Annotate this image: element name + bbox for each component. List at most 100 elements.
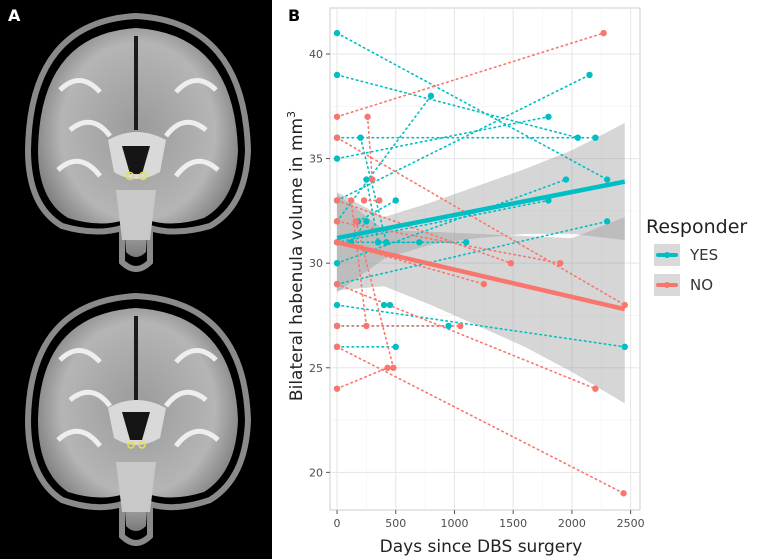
x-tick-label: 1000	[440, 517, 468, 530]
y-tick-label: 30	[309, 257, 323, 270]
subject-line-yes	[336, 74, 591, 202]
data-point-no	[360, 197, 368, 204]
data-point-yes	[545, 113, 552, 120]
y-tick-label: 20	[309, 466, 323, 479]
x-axis-label: Days since DBS surgery	[380, 537, 583, 557]
data-point-no	[369, 176, 376, 183]
grid-lines	[330, 8, 640, 510]
data-point-no	[556, 259, 564, 267]
data-point-no	[333, 322, 341, 330]
data-point-no	[376, 197, 383, 204]
data-point-yes	[574, 134, 581, 141]
subject-line-yes	[359, 136, 388, 244]
subject-line-no	[336, 32, 605, 118]
data-point-yes	[621, 343, 628, 351]
data-point-no	[333, 218, 341, 225]
mri-panel	[0, 0, 272, 559]
x-tick-label: 500	[385, 517, 406, 530]
subject-line-yes	[350, 220, 368, 244]
x-axis-ticks: 0 500 1000 1500 2000 2500	[334, 510, 645, 530]
y-axis-ticks: 20 25 30 35 40	[309, 48, 330, 479]
x-tick-label: 0	[334, 517, 341, 530]
x-tick-label: 2500	[617, 517, 645, 530]
confidence-ribbon-no	[337, 194, 625, 404]
data-point-yes	[380, 301, 388, 309]
y-tick-label: 35	[309, 153, 323, 166]
subject-line-yes	[336, 32, 608, 181]
legend-entry-yes: YES	[646, 242, 747, 268]
data-point-no	[333, 280, 341, 288]
data-point-yes	[392, 343, 399, 351]
data-point-yes	[603, 218, 611, 225]
data-point-no	[384, 364, 391, 371]
data-point-yes	[333, 301, 341, 309]
data-point-no	[507, 259, 515, 267]
y-axis-label: Bilateral habenula volume in mm3	[285, 111, 307, 401]
data-point-no	[363, 322, 370, 330]
coronal-slice-top	[24, 12, 252, 272]
y-axis-label-main: Bilateral habenula volume in mm	[287, 118, 307, 401]
subject-line-yes	[365, 178, 379, 244]
y-tick-label: 40	[309, 48, 323, 61]
subject-line-no	[336, 366, 389, 390]
legend-entry-no: NO	[646, 272, 747, 298]
data-point-yes	[357, 134, 364, 141]
data-point-no	[620, 490, 627, 497]
legend-key-yes	[654, 244, 680, 266]
data-point-no	[333, 385, 341, 392]
data-point-no	[592, 385, 599, 392]
fit-line-no	[336, 240, 626, 312]
data-point-no	[333, 197, 341, 204]
data-point-no	[333, 113, 341, 120]
data-point-yes	[562, 176, 570, 183]
data-point-no	[352, 218, 360, 225]
plot-background	[329, 7, 641, 511]
data-point-no	[364, 113, 371, 120]
legend-label-no: NO	[690, 276, 714, 294]
data-point-yes	[333, 259, 341, 267]
subject-line-no	[366, 115, 374, 181]
subject-line-no	[355, 220, 395, 369]
data-point-yes	[374, 239, 382, 246]
subject-line-no	[336, 136, 626, 306]
subject-line-no	[336, 346, 625, 495]
data-point-yes	[363, 218, 370, 225]
data-point-yes	[363, 176, 370, 183]
regression-lines	[336, 179, 626, 312]
data-point-no	[457, 322, 464, 330]
subject-line-yes	[357, 199, 397, 223]
data-point-no	[333, 134, 341, 141]
legend-label-yes: YES	[690, 246, 719, 264]
data-point-yes	[383, 239, 390, 246]
data-point-no	[333, 343, 341, 351]
data-point-yes	[333, 71, 341, 79]
data-point-yes	[333, 29, 341, 37]
data-point-yes	[586, 71, 593, 79]
subject-line-yes	[336, 199, 550, 244]
x-tick-label: 1500	[499, 517, 527, 530]
data-point-no	[600, 29, 607, 37]
subject-line-no	[336, 283, 597, 390]
legend-key-no	[654, 274, 680, 296]
legend-title: Responder	[646, 216, 748, 238]
panel-label-a: A	[8, 6, 21, 25]
data-point-yes	[333, 155, 341, 162]
data-point-yes	[386, 301, 394, 309]
data-point-yes	[445, 322, 452, 330]
data-point-yes	[427, 92, 435, 100]
subject-line-yes	[336, 74, 579, 139]
subject-lines	[336, 32, 626, 495]
coronal-slice-bottom	[24, 292, 252, 546]
data-point-no	[347, 197, 355, 204]
data-point-no	[480, 280, 488, 288]
data-point-yes	[463, 239, 470, 246]
data-point-no	[390, 364, 397, 371]
data-point-yes	[392, 197, 399, 204]
subject-line-no	[336, 199, 512, 264]
data-point-yes	[592, 134, 599, 141]
legend: Responder YES NO	[646, 216, 747, 298]
data-point-yes	[416, 239, 423, 246]
subject-line-yes	[336, 220, 608, 285]
subject-line-yes	[336, 115, 550, 160]
